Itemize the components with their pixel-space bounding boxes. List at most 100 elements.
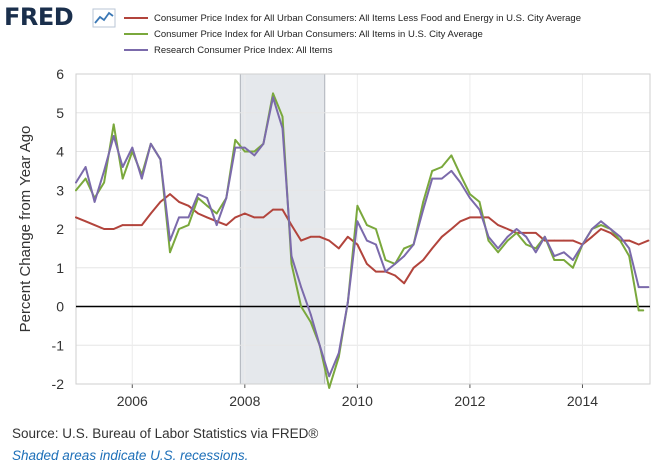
data-point-all — [366, 224, 368, 227]
data-point-core — [149, 212, 152, 215]
data-point-all — [121, 177, 124, 180]
legend-label-core: Consumer Price Index for All Urban Consu… — [154, 12, 581, 24]
recession-note: Shaded areas indicate U.S. recessions. — [12, 448, 249, 463]
source-note: Source: U.S. Bureau of Labor Statistics … — [12, 426, 319, 441]
data-point-research — [572, 259, 574, 261]
data-point-core — [140, 224, 143, 227]
data-point-research — [563, 251, 565, 254]
data-point-all — [169, 251, 171, 254]
data-point-core — [563, 239, 565, 242]
legend-item-all: Consumer Price Index for All Urban Consu… — [124, 27, 483, 41]
data-point-core — [328, 239, 331, 242]
data-point-all — [215, 212, 218, 215]
data-point-core — [628, 239, 631, 242]
data-point-research — [600, 220, 602, 223]
data-point-core — [187, 204, 190, 207]
x-tick-label: 2012 — [454, 393, 485, 409]
data-point-core — [422, 259, 425, 261]
x-tick-label: 2014 — [567, 393, 598, 409]
data-point-research — [178, 216, 180, 219]
data-point-research — [149, 142, 152, 145]
data-point-research — [300, 286, 302, 288]
data-point-research — [440, 177, 443, 180]
data-point-core — [93, 224, 96, 227]
y-tick-label: 0 — [56, 299, 64, 315]
data-point-all — [619, 239, 622, 242]
data-point-all — [459, 173, 462, 176]
data-point-research — [637, 286, 640, 288]
data-point-all — [450, 154, 453, 157]
data-point-core — [169, 193, 171, 196]
data-point-research — [469, 197, 471, 199]
data-point-all — [272, 92, 274, 95]
data-point-core — [553, 239, 556, 242]
data-point-research — [346, 301, 349, 304]
data-point-research — [487, 235, 490, 238]
data-point-core — [647, 239, 650, 242]
data-point-core — [637, 243, 640, 246]
data-point-all — [497, 251, 499, 254]
data-point-research — [647, 286, 650, 288]
data-point-all — [290, 263, 293, 265]
data-point-research — [581, 243, 584, 246]
data-point-research — [328, 375, 331, 378]
data-point-research — [403, 255, 405, 257]
data-point-core — [497, 224, 499, 227]
data-point-research — [515, 228, 518, 230]
data-point-all — [206, 204, 209, 207]
data-point-research — [543, 235, 546, 238]
data-point-all — [300, 305, 302, 308]
data-point-core — [234, 216, 237, 219]
data-point-research — [318, 344, 321, 347]
chart-header: FRED Consumer Price Index for All Urban … — [0, 0, 670, 64]
data-point-core — [572, 239, 574, 242]
data-point-research — [534, 251, 537, 254]
data-point-core — [366, 263, 368, 265]
data-point-core — [506, 228, 509, 230]
data-point-research — [628, 247, 631, 250]
data-point-all — [506, 239, 509, 242]
data-point-all — [328, 387, 331, 389]
data-point-all — [281, 115, 284, 118]
data-point-research — [75, 181, 77, 184]
data-point-core — [600, 228, 602, 230]
data-point-research — [112, 135, 115, 137]
data-point-core — [159, 201, 162, 203]
data-point-all — [384, 259, 387, 261]
data-point-core — [459, 220, 462, 223]
data-point-research — [253, 154, 256, 157]
data-point-core — [337, 247, 340, 250]
y-axis-label: Percent Change from Year Ago — [17, 126, 34, 333]
data-point-all — [553, 259, 556, 261]
data-point-core — [431, 247, 434, 250]
data-point-all — [563, 259, 565, 261]
x-tick-label: 2006 — [117, 393, 148, 409]
data-point-research — [619, 235, 622, 238]
data-point-research — [243, 146, 246, 149]
data-point-research — [375, 243, 377, 246]
data-point-core — [243, 212, 246, 215]
data-point-research — [262, 142, 265, 145]
data-point-all — [356, 204, 359, 207]
data-point-core — [403, 282, 405, 285]
data-point-all — [525, 243, 528, 246]
data-point-core — [290, 224, 293, 227]
data-point-research — [93, 201, 96, 203]
data-point-all — [187, 224, 190, 227]
data-point-all — [234, 139, 237, 141]
data-point-all — [103, 181, 105, 184]
data-point-core — [525, 232, 528, 234]
fred-logo[interactable]: FRED — [4, 3, 74, 31]
y-tick-label: 4 — [56, 144, 64, 160]
data-point-core — [206, 216, 209, 219]
chart: -2 -1 0 1 2 3 4 5 6 2006 2008 2010 2012 2014 Percent C… — [17, 66, 651, 409]
y-tick-label: 5 — [56, 105, 64, 121]
data-point-core — [197, 212, 200, 215]
data-point-all — [534, 247, 537, 250]
data-point-all — [243, 150, 246, 153]
data-point-core — [440, 235, 443, 238]
data-point-research — [121, 166, 124, 168]
series-line-core — [75, 193, 650, 285]
data-point-all — [253, 150, 256, 153]
data-point-research — [394, 263, 396, 265]
